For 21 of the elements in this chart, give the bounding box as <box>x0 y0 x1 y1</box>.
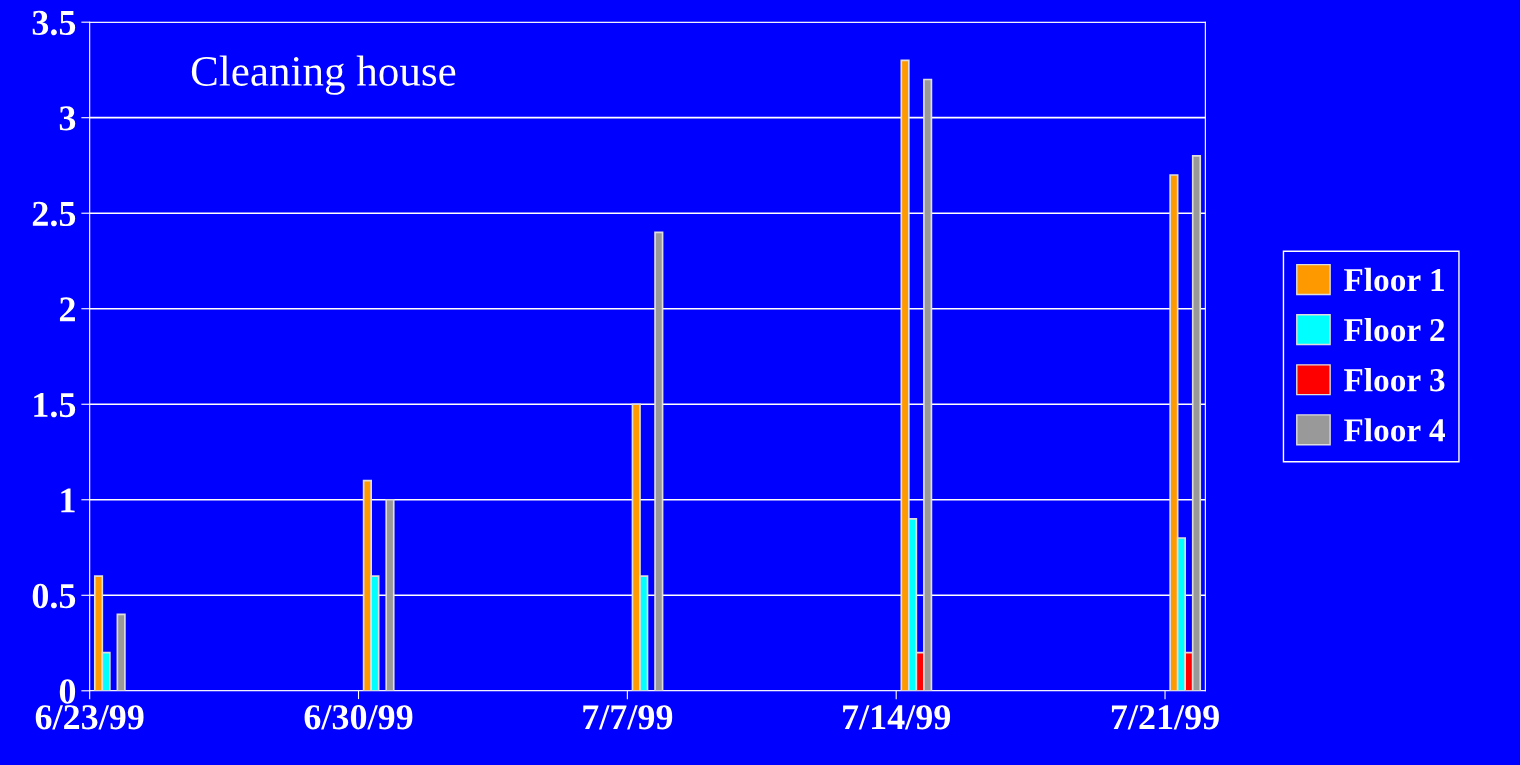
text: Cleaning house <box>191 55 456 95</box>
legend-label: Floor 1 <box>1344 267 1444 292</box>
y-tick-label: 1 <box>61 488 75 513</box>
legend-label: Floor 2 <box>1344 317 1445 342</box>
bar <box>385 498 395 691</box>
y-tick-label: 0 <box>59 679 76 704</box>
x-tick-label: 7/7/99 <box>583 705 673 730</box>
y-tick-label: 0.5 <box>32 583 76 609</box>
x-tick-label: 7/14/99 <box>843 705 951 730</box>
y-tick-label: 3.5 <box>32 10 76 36</box>
bar <box>116 613 126 691</box>
y-tick-label: 1.5 <box>34 392 76 418</box>
bar <box>654 231 664 691</box>
x-tick-label: 6/23/99 <box>35 705 144 730</box>
y-tick-label: 3 <box>59 106 76 131</box>
y-tick-label: 2 <box>59 297 75 322</box>
legend-label: Floor 4 <box>1344 418 1446 442</box>
legend-label: Floor 3 <box>1344 368 1445 392</box>
y-tick-label: 2.5 <box>32 201 76 227</box>
x-tick-label: 7/21/99 <box>1111 705 1219 730</box>
x-tick-label: 6/30/99 <box>304 705 413 730</box>
